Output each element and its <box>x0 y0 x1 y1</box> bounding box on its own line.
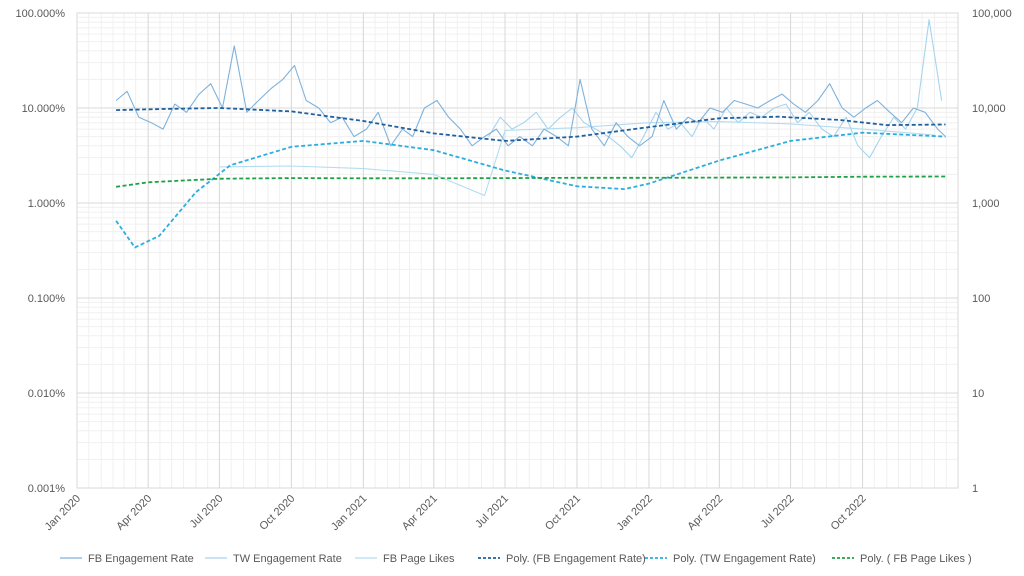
series-line-4 <box>115 131 946 249</box>
legend-label: FB Page Likes <box>383 553 455 565</box>
series-line-2 <box>219 121 935 197</box>
series-line-3 <box>116 107 946 142</box>
right-axis: 100,000 10,000 1,000 100 10 1 <box>972 8 1012 495</box>
y2-tick-label: 1 <box>972 483 978 495</box>
series-layer <box>115 19 946 249</box>
legend: FB Engagement Rate TW Engagement Rate FB P… <box>60 553 972 565</box>
series-line-1 <box>488 19 943 159</box>
series-line-0 <box>115 45 946 147</box>
legend-label: Poly. (FB Engagement Rate) <box>506 553 646 565</box>
legend-label: Poly. ( FB Page Likes ) <box>860 553 972 565</box>
y-tick-label: 0.100% <box>28 293 66 305</box>
y-tick-label: 0.001% <box>28 483 66 495</box>
legend-label: Poly. (TW Engagement Rate) <box>673 553 816 565</box>
y-tick-label: 1.000% <box>28 198 66 210</box>
y2-tick-label: 10 <box>972 388 984 400</box>
y2-tick-label: 100 <box>972 293 990 305</box>
y2-tick-label: 10,000 <box>972 103 1006 115</box>
plot-area-border <box>76 12 959 489</box>
grid-major <box>76 12 959 489</box>
y2-tick-label: 1,000 <box>972 198 1000 210</box>
y-tick-label: 10.000% <box>22 103 66 115</box>
grid-minor <box>76 13 958 488</box>
legend-label: TW Engagement Rate <box>233 553 342 565</box>
legend-label: FB Engagement Rate <box>88 553 194 565</box>
y-tick-label: 0.010% <box>28 388 66 400</box>
left-axis: 100.000% 10.000% 1.000% 0.100% 0.010% 0.001% <box>15 8 65 495</box>
y2-tick-label: 100,000 <box>972 8 1012 20</box>
y-tick-label: 100.000% <box>15 8 65 20</box>
